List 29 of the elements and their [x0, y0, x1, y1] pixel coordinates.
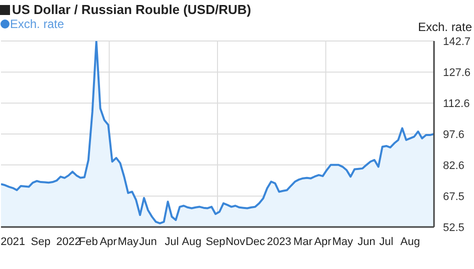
y-tick-label: 67.5 [443, 190, 464, 203]
chart-title: US Dollar / Russian Rouble (USD/RUB) [12, 2, 252, 17]
y-axis-title: Exch. rate [418, 20, 472, 34]
x-tick-label: Mar [293, 236, 313, 248]
y-tick-label: 127.6 [443, 67, 471, 80]
x-tick-label: May [332, 236, 354, 248]
x-tick-label: May [118, 236, 140, 248]
x-tick-label: Nov [226, 236, 246, 248]
x-tick-label: Jun [358, 236, 376, 248]
x-tick-label: Apr [100, 236, 118, 248]
x-tick-label: 2021 [0, 236, 26, 248]
x-tick-label: Dec [245, 236, 266, 248]
y-tick-label: 97.6 [443, 128, 464, 141]
y-tick-label: 112.6 [443, 98, 470, 110]
x-tick-label: Jul [164, 236, 179, 248]
x-tick-label: Jul [379, 236, 394, 248]
x-tick-label: Feb [78, 236, 98, 248]
x-tick-label: Apr [314, 236, 332, 248]
x-tick-label: Jun [139, 236, 157, 248]
y-tick-label: 142.7 [443, 36, 471, 48]
y-tick-label: 52.5 [443, 222, 464, 234]
x-tick-label: Aug [182, 236, 202, 248]
x-tick-label: 2022 [56, 236, 81, 248]
x-tick-label: Sep [206, 236, 226, 248]
legend-label: Exch. rate [10, 17, 64, 31]
x-tick-label: Sep [30, 236, 51, 248]
x-tick-label: 2023 [266, 236, 292, 248]
y-tick-label: 82.6 [443, 160, 464, 172]
x-tick-label: Aug [400, 236, 420, 248]
